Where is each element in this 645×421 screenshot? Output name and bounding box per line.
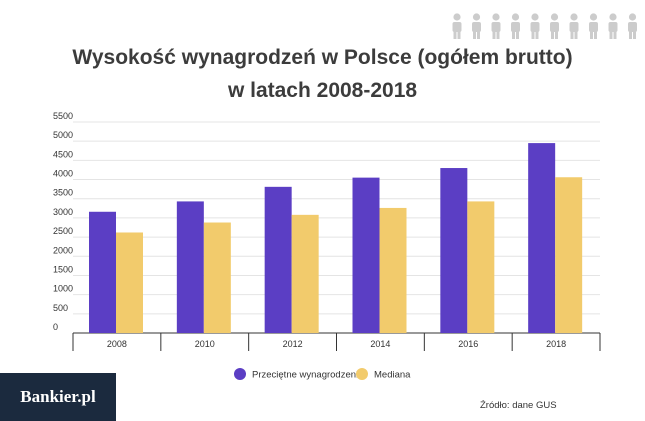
person-icon [511, 13, 520, 39]
x-tick-label: 2012 [283, 339, 303, 349]
legend-marker [234, 368, 246, 380]
x-tick-label: 2018 [546, 339, 566, 349]
bar-median-2008 [116, 232, 143, 333]
person-icon [550, 13, 559, 39]
person-icon [530, 13, 540, 39]
bar-median-2012 [291, 214, 319, 333]
bar-median-2018 [555, 177, 583, 333]
x-tick-label: 2014 [370, 339, 390, 349]
y-tick-label: 3500 [53, 188, 73, 198]
y-tick-label: 1000 [53, 284, 73, 294]
y-tick-label: 3000 [53, 207, 73, 217]
y-tick-label: 5000 [53, 130, 73, 140]
bar-average-2018 [528, 143, 556, 333]
bar-average-2012 [264, 186, 292, 333]
y-tick-label: 5500 [53, 111, 73, 121]
bankier-logo: Bankier.pl [0, 373, 116, 421]
person-icon [452, 13, 462, 39]
y-tick-label: 500 [53, 303, 68, 313]
source-note: Źródło: dane GUS [480, 400, 557, 411]
chart-title-line-2: w latach 2008-2018 [227, 79, 418, 102]
bar-median-2010 [203, 222, 231, 333]
legend-marker [356, 368, 368, 380]
y-tick-label: 2000 [53, 245, 73, 255]
bar-average-2008 [89, 211, 116, 333]
bar-median-2014 [379, 207, 407, 333]
y-tick-label: 4500 [53, 149, 73, 159]
people-icon-row [452, 13, 637, 39]
x-tick-label: 2008 [107, 339, 127, 349]
y-tick-label: 0 [53, 322, 58, 332]
bar-average-2014 [352, 177, 380, 333]
legend-label: Przeciętne wynagrodzenie [252, 370, 363, 381]
person-icon [628, 13, 637, 39]
y-tick-label: 4000 [53, 169, 73, 179]
chart-title-line-1: Wysokość wynagrodzeń w Polsce (ogółem br… [72, 46, 573, 69]
person-icon [569, 13, 579, 39]
person-icon [472, 13, 481, 39]
person-icon [491, 13, 501, 39]
x-tick-label: 2016 [458, 339, 478, 349]
bar-average-2016 [440, 168, 468, 333]
x-tick-label: 2010 [195, 339, 215, 349]
bar-average-2010 [176, 201, 204, 333]
legend-label: Mediana [374, 370, 411, 381]
y-tick-label: 1500 [53, 264, 73, 274]
person-icon [608, 13, 618, 39]
person-icon [589, 13, 598, 39]
y-tick-label: 2500 [53, 226, 73, 236]
bar-median-2016 [467, 201, 495, 333]
